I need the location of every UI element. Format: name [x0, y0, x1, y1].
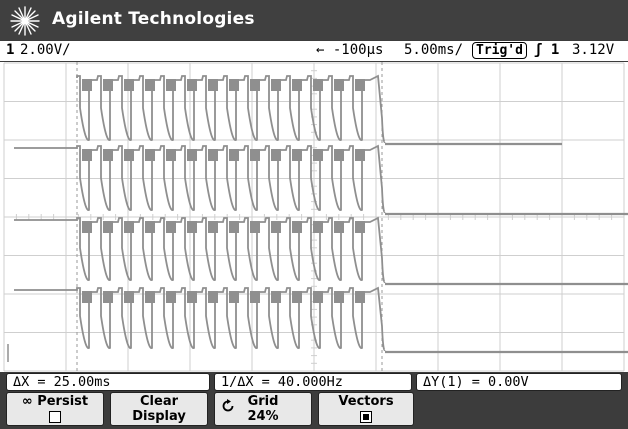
graticule: [3, 62, 625, 372]
waveform-pulse-block: [334, 149, 344, 161]
rotate-knob-icon: [222, 399, 234, 412]
grid-value: 24%: [247, 409, 279, 424]
waveform-pulse-block: [334, 221, 344, 233]
grid-softkey[interactable]: Grid 24%: [214, 392, 312, 426]
brand-bar: Agilent Technologies: [0, 0, 628, 40]
waveform-pulse-block: [166, 79, 176, 91]
waveform-pulse-block: [250, 221, 260, 233]
waveform-burst: [14, 286, 386, 351]
waveform-pulse-block: [187, 149, 197, 161]
channel-scale: 2.00V/: [20, 42, 71, 58]
waveform-pulse-block: [103, 291, 113, 303]
waveform-pulse-block: [166, 291, 176, 303]
waveform-pulse-block: [145, 221, 155, 233]
trigger-source: ʃ 1: [534, 42, 560, 58]
vectors-softkey[interactable]: Vectors: [318, 392, 414, 426]
waveform-pulse-block: [355, 79, 365, 91]
waveform-pulse-block: [82, 79, 92, 91]
vectors-label: Vectors: [338, 394, 394, 409]
waveform-pulse-block: [334, 291, 344, 303]
waveform-pulse-block: [313, 79, 323, 91]
waveform-pulse-block: [124, 221, 134, 233]
waveform-pulse-block: [355, 291, 365, 303]
status-bar: 1 2.00V/ ← -100µs 5.00ms/ Trig'd ʃ 1 3.1…: [0, 41, 628, 61]
trigger-level: 3.12V: [572, 42, 615, 58]
waveform-pulse-block: [187, 79, 197, 91]
waveform-pulse-block: [313, 291, 323, 303]
waveform-pulse-block: [292, 221, 302, 233]
waveform-pulse-block: [271, 291, 281, 303]
waveform-pulse-block: [145, 291, 155, 303]
waveform-pulse-block: [250, 79, 260, 91]
waveform-pulse-block: [124, 291, 134, 303]
waveform-pulse-block: [292, 79, 302, 91]
clear-label: Clear: [140, 394, 178, 409]
waveform-pulse-block: [313, 221, 323, 233]
waveform-pulse-block: [103, 221, 113, 233]
waveform-pulse-block: [82, 291, 92, 303]
time-scale: 5.00ms/: [404, 42, 464, 58]
clear-display-softkey[interactable]: Clear Display: [110, 392, 208, 426]
waveform-pulse-block: [271, 149, 281, 161]
waveform-pulse-block: [166, 221, 176, 233]
persist-checkbox-icon: [49, 410, 61, 423]
grid-label: Grid: [247, 394, 279, 409]
waveform-pulse-block: [229, 79, 239, 91]
waveform-pulse-block: [124, 149, 134, 161]
delta-x-readout: ΔX = 25.00ms: [6, 373, 210, 391]
waveform-pulse-block: [208, 291, 218, 303]
delta-y-readout: ΔY(1) = 0.00V: [416, 373, 622, 391]
persist-softkey[interactable]: ∞ Persist: [6, 392, 104, 426]
waveform-pulse-block: [208, 221, 218, 233]
waveform-pulse-block: [145, 149, 155, 161]
waveform-pulse-block: [355, 149, 365, 161]
waveform-pulse-block: [145, 79, 155, 91]
waveform-pulse-block: [334, 79, 344, 91]
trigger-state-badge: Trig'd: [472, 42, 527, 59]
waveform-pulse-block: [103, 79, 113, 91]
channel-number[interactable]: 1: [6, 42, 15, 58]
waveform-pulse-block: [229, 149, 239, 161]
waveform-pulse-block: [355, 221, 365, 233]
waveform-pulse-block: [187, 221, 197, 233]
waveform-pulse-block: [292, 149, 302, 161]
display-label: Display: [132, 409, 186, 424]
waveform-pulse-block: [208, 149, 218, 161]
brand-name: Agilent Technologies: [52, 9, 255, 29]
waveform-pulse-block: [229, 291, 239, 303]
waveform-pulse-block: [271, 221, 281, 233]
time-delay: ← -100µs: [316, 42, 384, 58]
persist-label: ∞ Persist: [21, 394, 89, 409]
inverse-delta-x-readout: 1/ΔX = 40.000Hz: [214, 373, 412, 391]
waveform-pulse-block: [250, 149, 260, 161]
vectors-checkbox-icon: [360, 410, 372, 423]
waveform-pulse-block: [124, 79, 134, 91]
waveform-pulse-block: [250, 291, 260, 303]
agilent-spark-icon: [10, 6, 40, 36]
waveform-pulse-block: [82, 221, 92, 233]
waveform-pulse-block: [229, 221, 239, 233]
waveform-burst: [14, 144, 386, 213]
waveform-burst: [14, 216, 386, 283]
waveform-burst: [76, 74, 386, 143]
softkey-blank: [420, 392, 622, 426]
waveform-pulse-block: [187, 291, 197, 303]
waveform-pulse-block: [292, 291, 302, 303]
waveform-pulse-block: [166, 149, 176, 161]
waveform-pulse-block: [208, 79, 218, 91]
waveform-pulse-block: [103, 149, 113, 161]
waveform-pulse-block: [82, 149, 92, 161]
waveform-trace: [7, 74, 628, 362]
waveform-pulse-block: [271, 79, 281, 91]
waveform-pulse-block: [313, 149, 323, 161]
waveform-display: [0, 62, 628, 372]
